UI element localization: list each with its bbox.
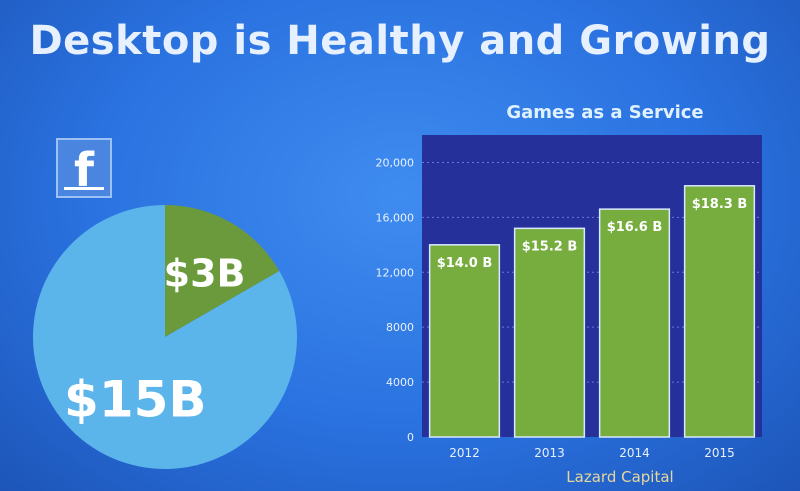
- pie-slice-label-0: $3B: [164, 251, 246, 295]
- y-tick-label-0: 0: [407, 431, 414, 444]
- pie-slice-1: [33, 205, 298, 469]
- pie-slice-0: [165, 205, 280, 337]
- bar-value-label-2014: $16.6 B: [607, 220, 663, 235]
- x-tick-label-2015: 2015: [704, 446, 735, 460]
- x-tick-label-2012: 2012: [449, 446, 480, 460]
- bar-value-label-2013: $15.2 B: [522, 239, 578, 254]
- bar-2012: [428, 244, 501, 438]
- bar-2015: [683, 185, 756, 438]
- y-tick-label-4: 16,000: [376, 211, 415, 224]
- pie-slice-label-1: $15B: [64, 370, 206, 428]
- games-as-a-service-bar-chart: Games as a Service 0 4000 8000 12,000 16,000…: [376, 102, 762, 486]
- bar-chart-title: Games as a Service: [506, 102, 703, 123]
- y-tick-label-1: 4000: [386, 376, 414, 389]
- source-label: Lazard Capital: [566, 468, 673, 486]
- x-tick-label-2013: 2013: [534, 446, 565, 460]
- facebook-icon: f: [56, 138, 112, 198]
- x-tick-label-2014: 2014: [619, 446, 650, 460]
- facebook-glyph: f: [73, 143, 94, 197]
- y-tick-label-2: 8000: [386, 321, 414, 334]
- bar-value-label-2012: $14.0 B: [437, 256, 493, 271]
- bar-value-label-2015: $18.3 B: [692, 197, 748, 212]
- slide-title: Desktop is Healthy and Growing: [29, 18, 771, 64]
- bar-2014: [598, 208, 671, 438]
- facebook-underline: [64, 187, 104, 190]
- y-tick-label-5: 20,000: [376, 156, 415, 169]
- y-tick-label-3: 12,000: [376, 266, 415, 279]
- market-pie-chart: $3B $15B: [33, 205, 298, 469]
- bar-2013: [513, 227, 586, 438]
